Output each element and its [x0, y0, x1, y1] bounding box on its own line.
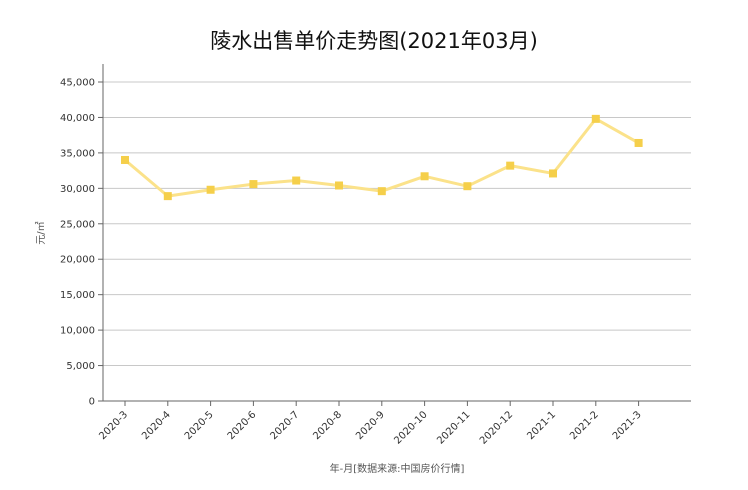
gridlines: [103, 81, 691, 367]
y-tick-label: 0: [89, 397, 95, 408]
data-point: [206, 185, 215, 194]
y-tick-label: 35,000: [60, 148, 95, 159]
data-point: [249, 180, 258, 189]
y-tick-label: 20,000: [60, 255, 95, 266]
data-point: [591, 114, 600, 123]
y-tick-label: 10,000: [60, 326, 95, 337]
data-point: [634, 138, 643, 147]
data-point: [292, 176, 301, 185]
data-point: [549, 169, 557, 178]
y-axis-title: 元/㎡: [35, 221, 47, 244]
y-tick-label: 30,000: [60, 184, 95, 195]
x-tick-label: 2020-11: [435, 409, 472, 446]
chart-title: 陵水出售单价走势图(2021年03月): [210, 29, 538, 53]
x-tick-label: 2020-10: [392, 409, 429, 446]
x-tick-label: 2021-2: [568, 409, 601, 442]
series-layer: [121, 114, 643, 201]
x-tick-label: 2020-8: [311, 409, 344, 442]
data-point: [420, 172, 429, 181]
x-tick-label: 2020-7: [268, 409, 301, 442]
data-point: [121, 155, 129, 164]
x-axis-title: 年-月[数据来源:中国房价行情]: [330, 462, 465, 475]
x-tick-label: 2020-4: [140, 409, 173, 442]
y-tick-label: 25,000: [60, 219, 95, 230]
y-tick-label: 15,000: [60, 290, 95, 301]
x-tick-label: 2020-3: [97, 409, 130, 442]
y-tick-label: 5,000: [66, 361, 95, 372]
x-tick-label: 2020-5: [183, 409, 216, 442]
data-point: [377, 187, 386, 196]
x-tick-label: 2021-3: [611, 409, 644, 442]
data-point: [163, 192, 172, 201]
series-line: [123, 117, 641, 198]
data-point: [506, 161, 515, 170]
data-point: [463, 182, 472, 191]
x-tick-label: 2020-9: [354, 409, 387, 442]
x-tick-label: 2020-12: [478, 409, 515, 446]
data-point: [335, 181, 343, 190]
x-tick-label: 2021-1: [525, 409, 558, 442]
y-tick-label: 40,000: [60, 113, 95, 124]
x-tick-label: 2020-6: [226, 409, 259, 442]
y-tick-label: 45,000: [60, 78, 95, 89]
